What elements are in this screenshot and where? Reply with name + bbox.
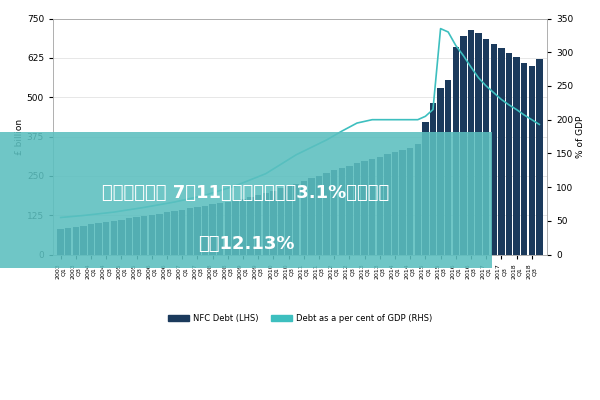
- Bar: [240, 199, 246, 255]
- Bar: [400, 150, 406, 255]
- Bar: [445, 80, 451, 255]
- Bar: [110, 221, 117, 255]
- Bar: [529, 66, 535, 255]
- Bar: [354, 163, 360, 255]
- Bar: [377, 157, 383, 255]
- Bar: [491, 44, 497, 255]
- Bar: [293, 184, 299, 255]
- Bar: [217, 203, 223, 255]
- Bar: [247, 197, 254, 255]
- Bar: [118, 220, 125, 255]
- Bar: [65, 228, 71, 255]
- Bar: [209, 204, 216, 255]
- Bar: [338, 168, 345, 255]
- Bar: [263, 193, 269, 255]
- Bar: [149, 215, 155, 255]
- Bar: [407, 148, 413, 255]
- Bar: [475, 33, 482, 255]
- Bar: [164, 212, 170, 255]
- Bar: [224, 202, 231, 255]
- Text: 股票配资免费 7月11日泉峰转偤上涨3.1%，转股溢: 股票配资免费 7月11日泉峰转偤上涨3.1%，转股溢: [103, 184, 389, 202]
- Bar: [156, 214, 163, 255]
- Bar: [437, 88, 444, 255]
- Bar: [88, 224, 94, 255]
- Bar: [361, 161, 368, 255]
- Text: 价率12.13%: 价率12.13%: [198, 234, 294, 252]
- Bar: [301, 181, 307, 255]
- Bar: [95, 223, 102, 255]
- Y-axis label: £ billion: £ billion: [15, 118, 24, 155]
- Bar: [521, 62, 527, 255]
- Bar: [73, 227, 79, 255]
- Bar: [384, 154, 391, 255]
- Bar: [58, 229, 64, 255]
- Bar: [278, 188, 284, 255]
- Bar: [141, 216, 148, 255]
- Bar: [133, 217, 140, 255]
- Bar: [270, 191, 277, 255]
- Bar: [179, 210, 185, 255]
- Bar: [103, 222, 109, 255]
- Bar: [255, 195, 262, 255]
- Legend: NFC Debt (LHS), Debt as a per cent of GDP (RHS): NFC Debt (LHS), Debt as a per cent of GD…: [164, 310, 436, 326]
- Bar: [172, 211, 178, 255]
- Bar: [422, 122, 428, 255]
- Bar: [536, 59, 542, 255]
- Bar: [346, 166, 353, 255]
- Bar: [187, 208, 193, 255]
- Bar: [331, 170, 337, 255]
- Bar: [506, 53, 512, 255]
- Bar: [323, 173, 330, 255]
- Bar: [460, 36, 467, 255]
- Bar: [232, 200, 239, 255]
- Bar: [392, 152, 398, 255]
- Bar: [369, 159, 376, 255]
- Bar: [468, 30, 474, 255]
- Bar: [415, 144, 421, 255]
- Bar: [194, 207, 200, 255]
- Bar: [452, 47, 459, 255]
- Bar: [316, 176, 322, 255]
- Bar: [514, 57, 520, 255]
- Bar: [308, 178, 314, 255]
- Y-axis label: % of GDP: % of GDP: [576, 115, 585, 158]
- Bar: [202, 206, 208, 255]
- Bar: [498, 48, 505, 255]
- Bar: [80, 226, 86, 255]
- Bar: [126, 218, 132, 255]
- Bar: [286, 186, 292, 255]
- Bar: [483, 39, 490, 255]
- Bar: [430, 104, 436, 255]
